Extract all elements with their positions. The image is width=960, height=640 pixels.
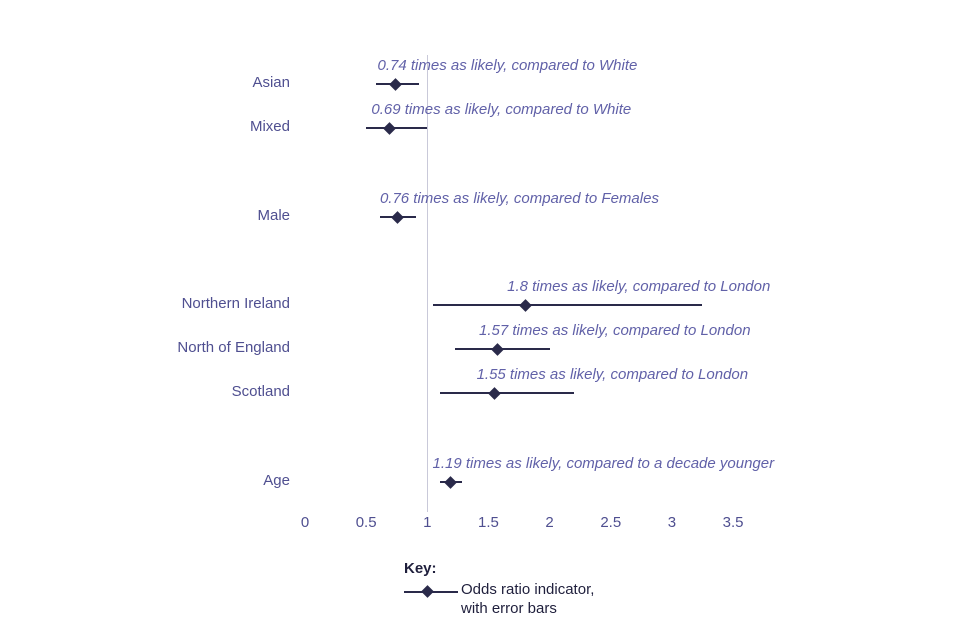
category-label: Male [257,207,290,224]
annotation-text: 0.76 times as likely, compared to Female… [379,190,659,207]
annotation-text: 0.69 times as likely, compared to White [371,101,632,118]
error-bar [366,127,428,129]
x-axis-tick-label: 3.5 [722,514,744,531]
odds-ratio-marker [391,210,405,224]
odds-ratio-marker [518,298,532,312]
x-axis-tick-label: 3 [667,514,677,531]
chart-key: Key: Odds ratio indicator, with error ba… [404,560,704,620]
category-label: Age [263,472,290,489]
key-description: Odds ratio indicator, with error bars [461,580,594,618]
category-label: Mixed [249,118,290,135]
annotation-text: 1.19 times as likely, compared to a deca… [432,455,775,472]
annotation-text: 0.74 times as likely, compared to White [377,57,638,74]
x-axis-tick-label: 1.5 [478,514,499,531]
key-title: Key: [404,560,437,577]
category-label: North of England [177,339,290,356]
annotation-text: 1.55 times as likely, compared to London [476,366,749,383]
error-bar [439,392,575,394]
category-label: Scotland [231,383,290,400]
x-axis-tick-label: 0 [300,514,310,531]
x-axis-tick-label: 0.5 [355,514,377,531]
error-bar [433,304,703,306]
reference-line [426,55,428,512]
category-label: Asian [252,74,290,91]
odds-ratio-marker [444,475,457,489]
category-label: Northern Ireland [181,295,290,312]
key-description-line2: with error bars [461,600,557,617]
odds-ratio-marker [488,386,501,400]
odds-ratio-marker [389,77,402,91]
annotation-text: 1.57 times as likely, compared to London [479,322,751,339]
odds-ratio-marker [490,342,504,356]
odds-ratio-marker [383,121,396,135]
key-description-line1: Odds ratio indicator, [461,581,595,598]
x-axis-tick-label: 1 [423,514,432,531]
x-axis-tick-label: 2 [545,514,554,531]
x-axis-tick-label: 2.5 [600,514,622,531]
key-diamond-icon [421,585,434,598]
annotation-text: 1.8 times as likely, compared to London [507,278,771,295]
